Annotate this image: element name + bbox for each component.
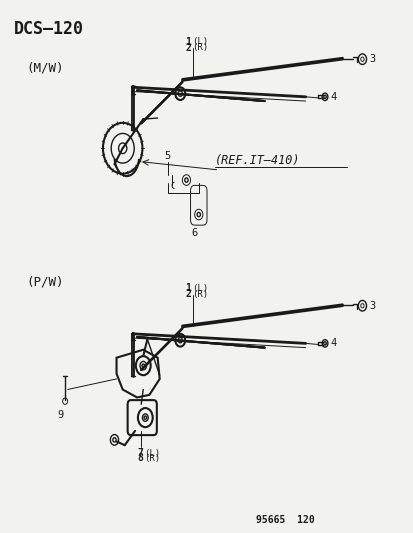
Circle shape [142,364,144,367]
Text: 95665  120: 95665 120 [256,515,314,525]
Text: (M/W): (M/W) [26,61,64,74]
Text: 3: 3 [368,54,375,64]
Circle shape [113,438,116,442]
Circle shape [323,95,325,99]
Text: 2: 2 [185,289,191,299]
Circle shape [323,342,325,345]
Text: 6: 6 [191,228,197,238]
Text: 3: 3 [368,301,375,311]
Text: (R): (R) [143,454,159,463]
Text: 1: 1 [185,37,191,47]
Text: (R): (R) [192,289,208,298]
Circle shape [178,91,182,96]
Circle shape [197,213,200,216]
Circle shape [360,57,363,61]
Text: (P/W): (P/W) [26,276,64,289]
Text: (L): (L) [192,37,208,46]
Text: (L): (L) [192,284,208,293]
Text: DCS–120: DCS–120 [14,20,83,38]
Circle shape [144,416,146,419]
Circle shape [184,178,188,182]
Text: 4: 4 [330,92,336,102]
Text: 8: 8 [137,454,142,463]
Text: (REF.IT–410): (REF.IT–410) [215,154,300,167]
Text: 4: 4 [330,338,336,349]
Circle shape [360,304,363,308]
Circle shape [178,337,182,343]
Text: (L): (L) [143,449,159,458]
Text: 2: 2 [185,43,191,53]
Text: (R): (R) [192,43,208,52]
Circle shape [118,143,126,154]
Text: 1: 1 [185,283,191,293]
Text: 5: 5 [164,151,170,161]
Text: 9: 9 [57,410,64,420]
Text: 7: 7 [137,448,142,458]
